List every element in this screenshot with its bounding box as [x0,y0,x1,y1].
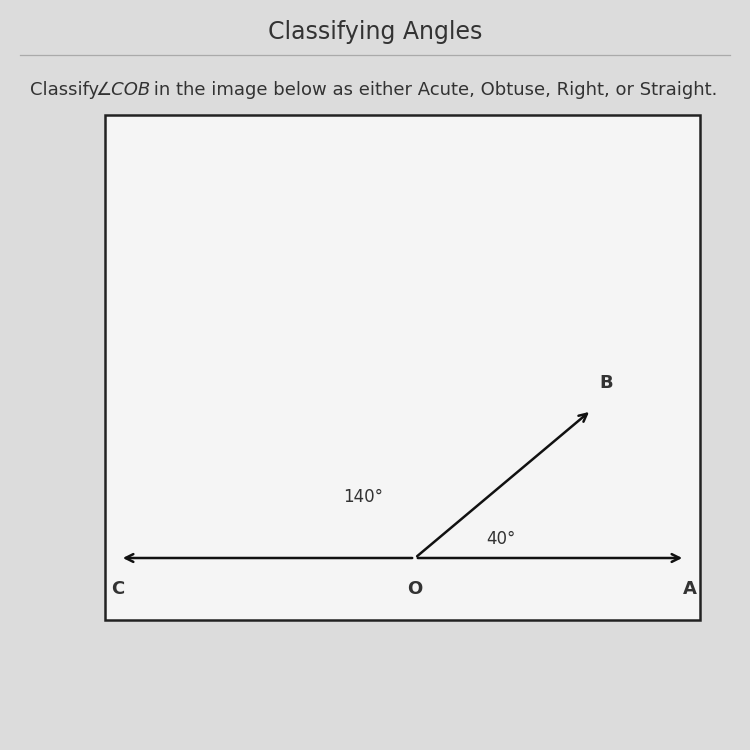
Text: O: O [407,580,423,598]
Text: C: C [111,580,125,598]
Text: 140°: 140° [343,488,383,506]
Text: 40°: 40° [486,530,515,548]
Bar [105,115,700,620]
Text: Classify: Classify [30,81,105,99]
Text: ∠COB: ∠COB [95,81,150,99]
Text: B: B [599,374,613,392]
Text: A: A [683,580,697,598]
Text: in the image below as either Acute, Obtuse, Right, or Straight.: in the image below as either Acute, Obtu… [148,81,717,99]
Text: Classifying Angles: Classifying Angles [268,20,482,44]
